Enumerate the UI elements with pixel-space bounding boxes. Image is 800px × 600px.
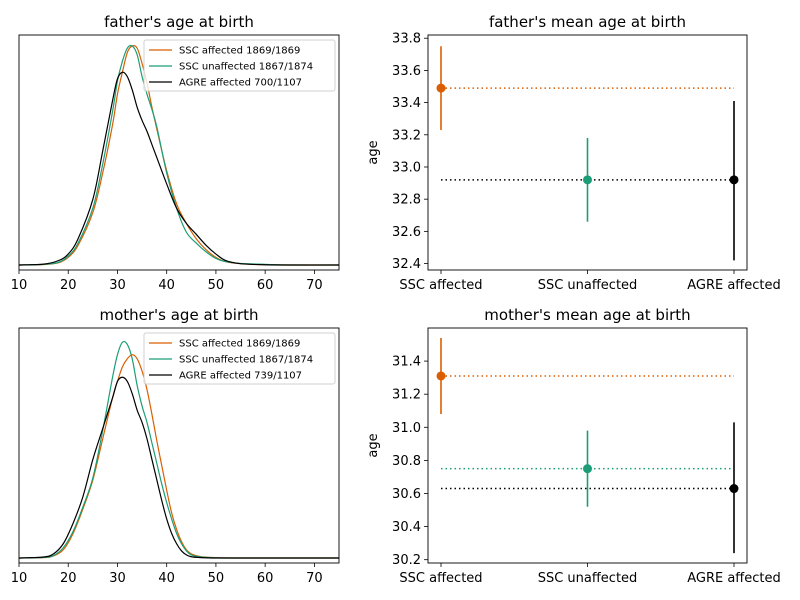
legend-entry: SSC affected 1869/1869 (179, 46, 300, 57)
panel-title: mother's mean age at birth (484, 306, 690, 324)
series-line-1 (19, 354, 339, 559)
legend-entry: SSC unaffected 1867/1874 (179, 355, 313, 366)
x-tick-label: 20 (60, 571, 77, 586)
y-tick-label: 33.4 (392, 96, 421, 111)
y-tick-label: 31.0 (392, 421, 421, 436)
y-axis-label: age (366, 433, 381, 457)
y-tick-label: 33.6 (392, 64, 421, 79)
category-label: AGRE affected (687, 278, 781, 293)
panel-1: father's age at birth 10 20 30 40 50 60 70 SSC a… (11, 13, 340, 293)
axes-frame (427, 34, 748, 271)
x-tick-label: 10 (11, 571, 28, 586)
y-axis-label: age (366, 140, 381, 164)
mean-point (729, 484, 739, 494)
x-tick-label: 60 (257, 278, 274, 293)
x-tick-label: 40 (158, 571, 175, 586)
x-tick-label: 40 (158, 278, 175, 293)
y-tick-label: 33.0 (392, 160, 421, 175)
y-tick-label: 32.8 (392, 193, 421, 208)
category-label: SSC unaffected (538, 571, 638, 586)
axes-frame (18, 34, 340, 271)
x-tick-label: 50 (208, 278, 225, 293)
y-tick-label: 30.4 (392, 520, 421, 535)
x-tick-label: 70 (306, 278, 323, 293)
panel-title: mother's age at birth (99, 306, 258, 324)
x-tick-label: 20 (60, 278, 77, 293)
density-lines (19, 340, 339, 559)
panel-title: father's mean age at birth (489, 13, 686, 31)
mean-point (729, 175, 739, 185)
legend: SSC affected 1869/1869 SSC unaffected 186… (143, 332, 336, 385)
axes-frame (427, 327, 748, 564)
series-line-3 (19, 376, 339, 559)
panel-title: father's age at birth (104, 13, 254, 31)
x-tick-label: 30 (109, 278, 126, 293)
legend-entry: SSC affected 1869/1869 (179, 339, 300, 350)
category-label: AGRE affected (687, 571, 781, 586)
mean-point (436, 371, 446, 381)
x-tick-label: 30 (109, 571, 126, 586)
y-tick-label: 32.4 (392, 257, 421, 272)
mean-point (583, 464, 592, 474)
x-tick-label: 10 (11, 278, 28, 293)
mean-point (583, 175, 592, 185)
category-label: SSC affected (399, 571, 482, 586)
y-tick-label: 31.2 (392, 388, 421, 403)
y-tick-label: 32.6 (392, 225, 421, 240)
series-line-2 (19, 340, 339, 559)
legend: SSC affected 1869/1869 SSC unaffected 186… (143, 39, 336, 92)
y-tick-label: 30.8 (392, 454, 421, 469)
series-line-3 (19, 71, 339, 266)
y-tick-label: 30.6 (392, 487, 421, 502)
y-tick-label: 33.8 (392, 32, 421, 47)
y-tick-label: 33.2 (392, 128, 421, 143)
mean-point (436, 83, 446, 93)
category-label: SSC unaffected (538, 278, 638, 293)
x-tick-label: 50 (208, 571, 225, 586)
legend-entry: AGRE affected 739/1107 (179, 371, 302, 382)
y-tick-label: 30.2 (392, 553, 421, 568)
y-tick-label: 31.4 (392, 355, 421, 370)
x-tick-label: 60 (257, 571, 274, 586)
panel-3: mother's age at birth 10 20 30 40 50 60 70 SSC a… (11, 306, 340, 586)
x-tick-label: 70 (306, 571, 323, 586)
legend-entry: SSC unaffected 1867/1874 (179, 62, 313, 73)
axes-frame (18, 327, 340, 564)
panel-2: father's mean age at birth 32.4 32.6 32.8 33… (366, 13, 781, 293)
panel-4: mother's mean age at birth 30.2 30.4 30.6 30… (366, 306, 781, 586)
legend-entry: AGRE affected 700/1107 (179, 78, 302, 89)
category-label: SSC affected (399, 278, 482, 293)
